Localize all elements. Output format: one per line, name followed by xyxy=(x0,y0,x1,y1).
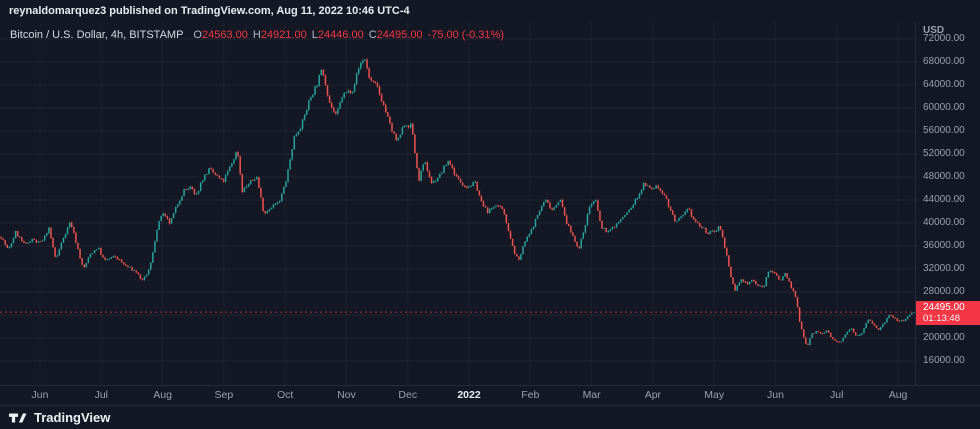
up-candle-bodies xyxy=(8,59,915,345)
price-tick-label: 20000.00 xyxy=(923,332,965,343)
price-tick-label: 44000.00 xyxy=(923,194,965,205)
time-axis-label: Dec xyxy=(398,389,418,401)
price-tick-label: 40000.00 xyxy=(923,217,965,228)
price-tick-label: 64000.00 xyxy=(923,79,965,90)
price-tick-label: 72000.00 xyxy=(923,33,965,44)
price-change: -75.00 (-0.31%) xyxy=(427,29,504,41)
attribution-text: reynaldomarquez3 published on TradingVie… xyxy=(9,5,410,17)
candle-countdown: 01:13:48 xyxy=(923,313,960,325)
high-label: H xyxy=(252,29,261,41)
down-candle-bodies xyxy=(0,59,905,345)
attribution-bar: reynaldomarquez3 published on TradingVie… xyxy=(0,0,980,22)
footer-bar: TradingView xyxy=(0,405,980,429)
time-axis-label: Oct xyxy=(276,389,294,401)
time-axis-label: Jun xyxy=(31,389,49,401)
price-tick-label: 48000.00 xyxy=(923,171,965,182)
time-axis-label: Nov xyxy=(337,389,356,401)
symbol-title: Bitcoin / U.S. Dollar, 4h, BITSTAMP xyxy=(10,29,184,41)
time-axis-label: Feb xyxy=(521,389,540,401)
time-axis[interactable]: Jun Jul Aug Sep Oct Nov Dec 2022 Feb Mar Apr May Jun… xyxy=(0,385,980,405)
low-label: L xyxy=(311,29,318,41)
candlestick-chart[interactable] xyxy=(0,22,915,385)
price-tick-label: 52000.00 xyxy=(923,148,965,159)
tradingview-brand[interactable]: TradingView xyxy=(34,410,111,425)
close-value: 24495.00 xyxy=(376,29,423,41)
time-axis-label: Sep xyxy=(214,389,234,401)
time-axis-label: Aug xyxy=(888,389,908,401)
time-axis-label: Mar xyxy=(582,389,601,401)
time-axis-label: Aug xyxy=(153,389,172,401)
down-candle-wicks xyxy=(0,57,904,346)
price-tick-label: 16000.00 xyxy=(923,355,965,366)
price-tick-label: 68000.00 xyxy=(923,56,965,67)
chart-area[interactable]: Bitcoin / U.S. Dollar, 4h, BITSTAMP O2456… xyxy=(0,22,915,385)
tradingview-logo-icon[interactable] xyxy=(9,411,27,425)
open-value: 24563.00 xyxy=(201,29,248,41)
price-axis[interactable]: USD 24495.00 01:13:48 72000.00 68000.00 64… xyxy=(915,22,980,385)
up-candle-wicks xyxy=(9,59,915,346)
open-label: O xyxy=(193,29,202,41)
low-value: 24446.00 xyxy=(317,29,364,41)
close-label: C xyxy=(368,29,377,41)
time-axis-label: 2022 xyxy=(457,389,481,401)
last-price-badge: 24495.00 01:13:48 xyxy=(916,301,980,326)
price-tick-label: 56000.00 xyxy=(923,125,965,136)
last-price-value: 24495.00 xyxy=(923,302,965,314)
symbol-legend[interactable]: Bitcoin / U.S. Dollar, 4h, BITSTAMP O2456… xyxy=(10,29,504,41)
price-tick-label: 28000.00 xyxy=(923,286,965,297)
time-axis-label: Jul xyxy=(830,389,844,401)
time-axis-label: Jun xyxy=(767,389,784,401)
time-axis-label: May xyxy=(704,389,725,401)
time-axis-label: Apr xyxy=(644,389,662,401)
time-axis-label: Jul xyxy=(94,389,108,401)
currency-label: USD xyxy=(923,25,945,36)
price-tick-label: 60000.00 xyxy=(923,102,965,113)
high-value: 24921.00 xyxy=(260,29,307,41)
price-tick-label: 36000.00 xyxy=(923,240,965,251)
price-tick-label: 32000.00 xyxy=(923,263,965,274)
